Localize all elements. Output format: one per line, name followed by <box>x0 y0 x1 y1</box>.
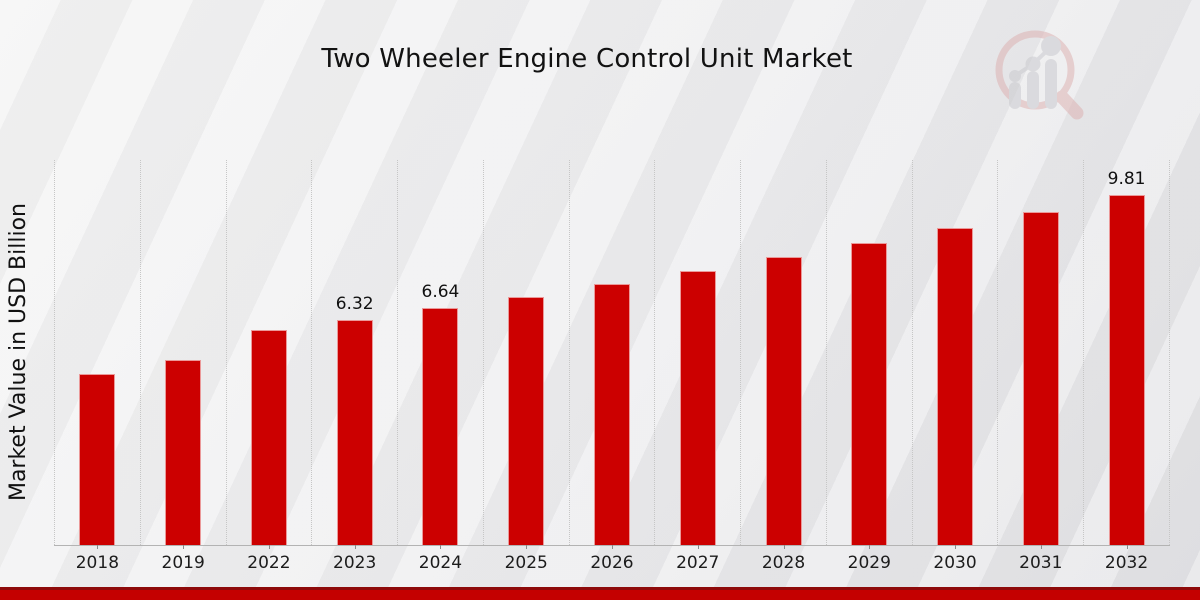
x-axis-tick <box>783 545 785 549</box>
x-axis-label-2030: 2030 <box>933 553 977 573</box>
category-column-2032: 9.81 2032 <box>1083 160 1170 573</box>
category-column-2025: 2025 <box>482 160 569 573</box>
x-axis-label-2018: 2018 <box>75 553 120 573</box>
x-axis-label-2025: 2025 <box>504 553 548 573</box>
x-axis-label-2023: 2023 <box>333 553 377 573</box>
y-axis-title-wrap: Market Value in USD Billion <box>6 160 31 545</box>
bar-2031 <box>1022 212 1059 545</box>
category-column-2024: 6.64 2024 <box>397 160 483 573</box>
category-column-2023: 6.32 2023 <box>311 160 397 573</box>
bar-2030 <box>937 227 974 545</box>
bar-value-label-2024: 6.64 <box>421 282 460 303</box>
chart-title: Two Wheeler Engine Control Unit Market <box>321 44 853 74</box>
bar-2027 <box>679 270 716 545</box>
bar-2028 <box>765 257 802 545</box>
category-column-2029: 2029 <box>825 160 912 573</box>
x-axis-tick <box>268 545 270 549</box>
category-column-2019: 2019 <box>139 160 226 573</box>
x-axis-label-2022: 2022 <box>247 553 291 573</box>
category-column-2028: 2028 <box>740 160 826 573</box>
x-axis-label-2032: 2032 <box>1104 553 1149 573</box>
footer-accent-bar <box>0 587 1200 600</box>
category-column-2027: 2027 <box>654 160 740 573</box>
x-axis-tick <box>526 545 528 549</box>
x-axis-tick <box>697 545 699 549</box>
x-axis-label-2028: 2028 <box>761 553 806 573</box>
x-axis-tick <box>1126 545 1128 549</box>
x-axis-label-2026: 2026 <box>590 553 634 573</box>
x-axis-tick <box>354 545 356 549</box>
category-column-2031: 2031 <box>997 160 1083 573</box>
magnifier-bar-chart-logo-icon <box>995 30 1084 120</box>
bar-2018 <box>79 374 116 545</box>
x-axis-label-2029: 2029 <box>847 553 891 573</box>
category-column-2022: 2022 <box>225 160 312 573</box>
bar-2019 <box>165 360 202 545</box>
bar-2023 <box>336 319 373 545</box>
x-axis-label-2027: 2027 <box>676 553 720 573</box>
x-axis-label-2019: 2019 <box>161 553 205 573</box>
bar-2022 <box>250 330 287 545</box>
bar-value-label-2032: 9.81 <box>1107 169 1146 190</box>
bar-2024 <box>422 308 459 545</box>
x-axis-label-2024: 2024 <box>418 553 463 573</box>
category-column-2018: 2018 <box>54 160 140 573</box>
bar-2025 <box>508 296 545 545</box>
x-axis-tick <box>955 545 957 549</box>
category-column-2030: 2030 <box>911 160 998 573</box>
x-axis-label-2031: 2031 <box>1019 553 1063 573</box>
bar-2026 <box>593 284 630 545</box>
x-axis-tick <box>869 545 871 549</box>
x-axis-tick <box>1040 545 1042 549</box>
bar-2032 <box>1108 195 1145 545</box>
x-axis-tick <box>97 545 99 549</box>
plot-area: 2018 2019 2022 6.32 2023 6.64 2024 2025 2026 2027… <box>54 160 1170 573</box>
y-axis-title: Market Value in USD Billion <box>6 203 31 502</box>
x-axis-tick <box>611 545 613 549</box>
x-axis-tick <box>440 545 442 549</box>
bar-value-label-2023: 6.32 <box>335 293 374 314</box>
category-column-2026: 2026 <box>568 160 655 573</box>
bar-2029 <box>851 243 888 545</box>
x-axis-tick <box>183 545 185 549</box>
